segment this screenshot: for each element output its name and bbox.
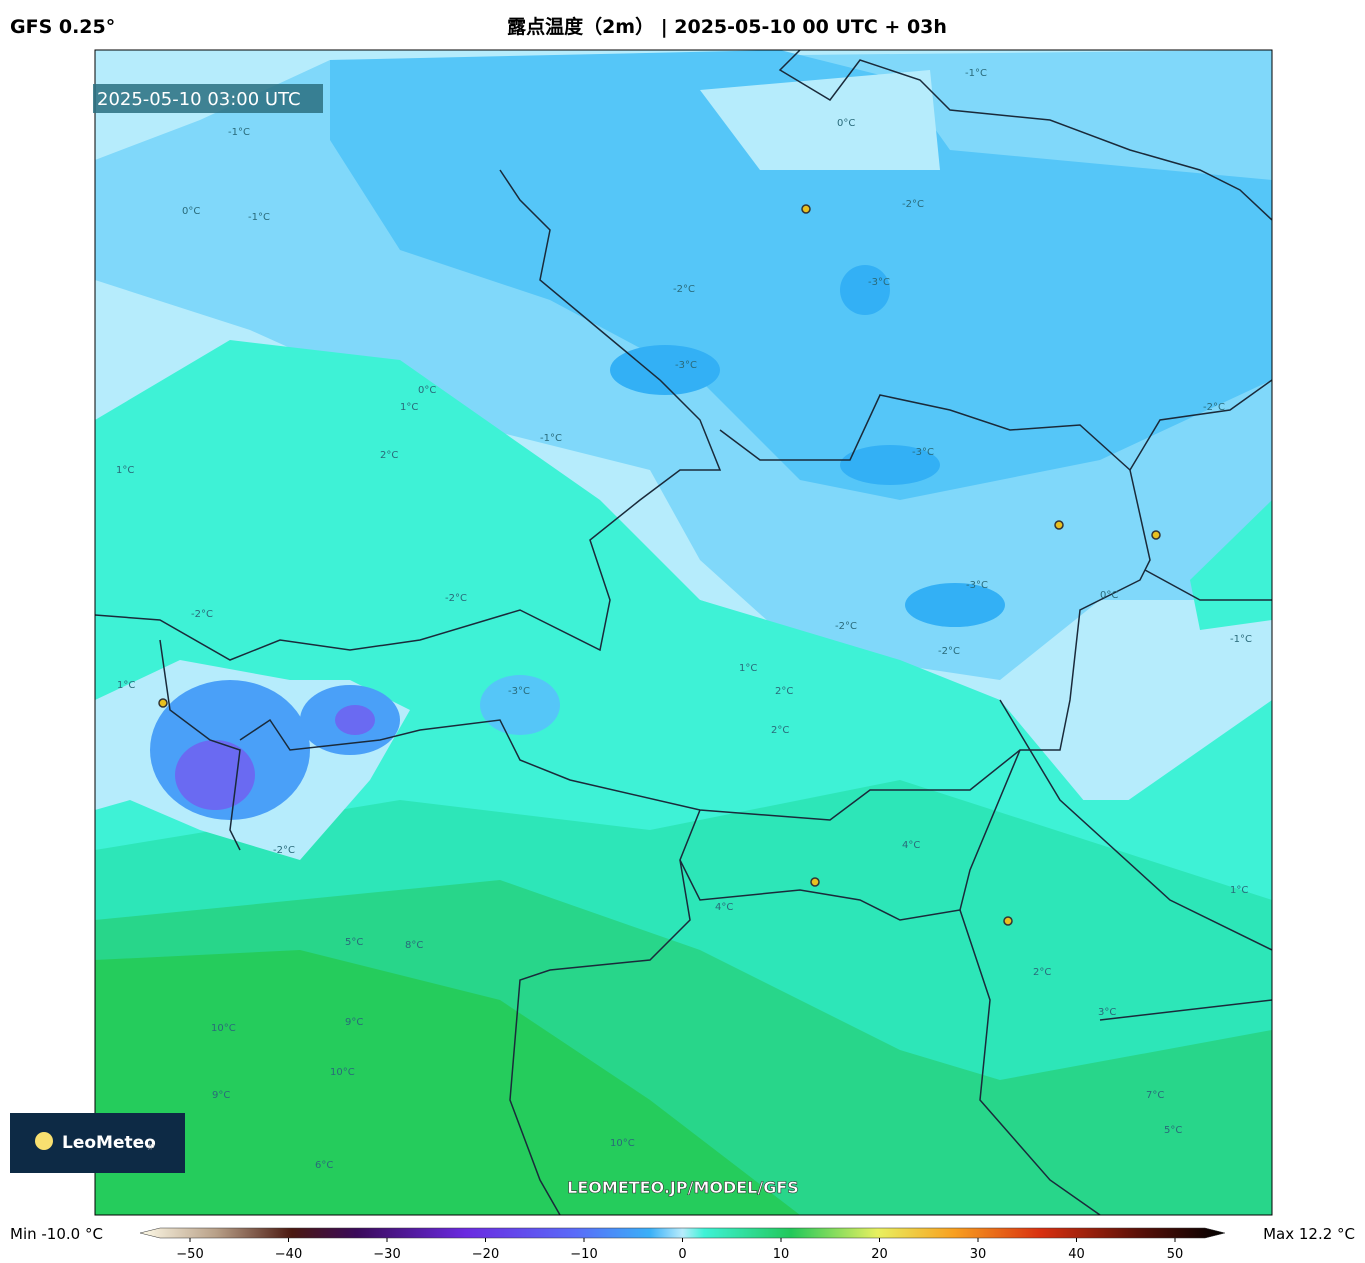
borders <box>95 50 1272 1215</box>
contour-label: 5°C <box>345 937 363 948</box>
contour-label: -3°C <box>966 580 988 591</box>
contour-label: -2°C <box>902 199 924 210</box>
contour-label: -2°C <box>1203 402 1225 413</box>
contour-label: 0°C <box>837 118 855 129</box>
field <box>700 70 940 170</box>
contour-label: -2°C <box>445 593 467 604</box>
contour-label: -3°C <box>508 686 530 697</box>
contour-label: -2°C <box>835 621 857 632</box>
field <box>335 705 375 735</box>
contour-label: 2°C <box>380 450 398 461</box>
contour-label: 2°C <box>775 686 793 697</box>
contour-label: -1°C <box>1230 634 1252 645</box>
min-label: Min -10.0 °C <box>10 1225 103 1243</box>
contour-label: 7°C <box>1146 1090 1164 1101</box>
map-title: 露点温度（2m） | 2025-05-10 00 UTC + 03h <box>507 15 947 38</box>
contour-label: 1°C <box>116 465 134 476</box>
contour-label: 6°C <box>315 1160 333 1171</box>
colorbar-tick-label: 20 <box>871 1247 888 1262</box>
contour-label: 10°C <box>610 1138 635 1149</box>
colorbar-tick-label: −10 <box>570 1247 597 1262</box>
contour-label: 0°C <box>182 206 200 217</box>
colorbar-tick-label: 10 <box>773 1247 790 1262</box>
contour-label: 9°C <box>345 1017 363 1028</box>
colorbar-tick-label: 50 <box>1167 1247 1184 1262</box>
contour-label: -3°C <box>675 360 697 371</box>
contour-label: 1°C <box>117 680 135 691</box>
contour-label: -3°C <box>912 447 934 458</box>
contour-label: 10°C <box>211 1023 236 1034</box>
contour-label: 3°C <box>1098 1007 1116 1018</box>
watermark: LEOMETEO.JP/MODEL/GFS <box>567 1178 799 1197</box>
contour-label: 4°C <box>715 902 733 913</box>
contour-label: 1°C <box>400 402 418 413</box>
contour-label: -2°C <box>938 646 960 657</box>
colorbar-tick-label: 30 <box>970 1247 987 1262</box>
contour-label: -1°C <box>965 68 987 79</box>
contour-label: 0°C <box>1100 590 1118 601</box>
contour-label: 2°C <box>1033 967 1051 978</box>
contour-labels: -1°C 0°C -2°C -1°C 0°C -1°C -2°C -3°C -2… <box>116 68 1252 1171</box>
logo: LeoMeteo .jp <box>10 1113 185 1173</box>
map-frame <box>94 49 1273 1216</box>
logo-name: LeoMeteo <box>62 1133 156 1153</box>
logo-suffix: .jp <box>146 1142 155 1150</box>
colorbar-tick-label: 0 <box>678 1247 686 1262</box>
timestamp-box <box>93 84 323 113</box>
colorbar-tick-label: −20 <box>472 1247 499 1262</box>
contour-label: -2°C <box>273 845 295 856</box>
contour-label: 10°C <box>330 1067 355 1078</box>
colorbar-tick-label: 40 <box>1068 1247 1085 1262</box>
contour-label: 5°C <box>1164 1125 1182 1136</box>
model-label: GFS 0.25° <box>10 16 115 38</box>
field <box>610 345 720 395</box>
field <box>1190 500 1272 630</box>
contour-label: -3°C <box>868 277 890 288</box>
field <box>95 950 800 1215</box>
contour-label: 1°C <box>1230 885 1248 896</box>
contour-label: 8°C <box>405 940 423 951</box>
logo-sun <box>35 1132 53 1150</box>
field <box>330 50 1272 500</box>
max-label: Max 12.2 °C <box>1263 1225 1355 1243</box>
field <box>840 265 890 315</box>
field <box>175 740 255 810</box>
map <box>95 50 1272 1215</box>
city-markers <box>158 204 1161 926</box>
colorbar-tick-label: −50 <box>176 1247 203 1262</box>
contour-label: -2°C <box>191 609 213 620</box>
field <box>905 583 1005 627</box>
colorbar-tick-label: −40 <box>275 1247 302 1262</box>
contour-label: -1°C <box>540 433 562 444</box>
colorbar-tick-label: −30 <box>373 1247 400 1262</box>
field <box>840 445 940 485</box>
contour-label: 9°C <box>212 1090 230 1101</box>
contour-label: 0°C <box>418 385 436 396</box>
contour-label: -2°C <box>673 284 695 295</box>
contour-label: 1°C <box>739 663 757 674</box>
timestamp: 2025-05-10 03:00 UTC <box>97 89 301 110</box>
contour-label: 4°C <box>902 840 920 851</box>
field <box>480 675 560 735</box>
contour-label: 2°C <box>771 725 789 736</box>
colorbar-ticks: −50 −40 −30 −20 −10 0 10 20 30 40 50 <box>176 1238 1183 1262</box>
contour-label: -1°C <box>248 212 270 223</box>
colorbar <box>139 1227 1226 1239</box>
contour-label: -1°C <box>228 127 250 138</box>
